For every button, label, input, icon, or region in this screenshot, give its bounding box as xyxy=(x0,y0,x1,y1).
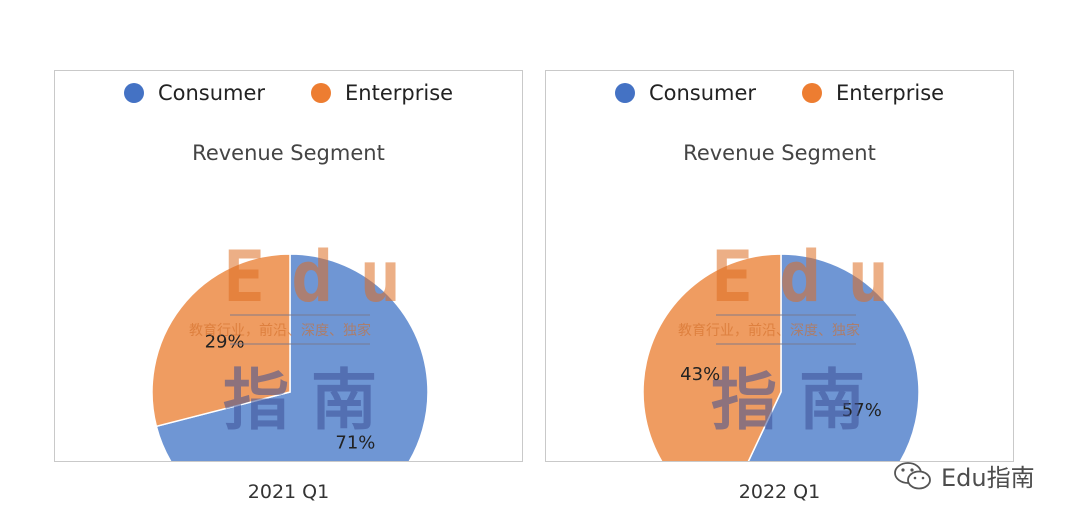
legend-label-enterprise: Enterprise xyxy=(836,81,945,105)
legend-item-enterprise: Enterprise xyxy=(311,81,453,105)
legend-label-consumer: Consumer xyxy=(648,81,757,105)
legend-item-consumer: Consumer xyxy=(123,81,266,105)
wechat-icon xyxy=(894,461,931,489)
legend-item-enterprise: Enterprise xyxy=(802,81,944,105)
chart-caption: 2022 Q1 xyxy=(738,481,821,503)
legend: Consumer Enterprise xyxy=(55,79,522,107)
data-label-enterprise: 43% xyxy=(680,364,720,385)
chart-title: Revenue Segment xyxy=(683,141,876,165)
legend-swatch-consumer xyxy=(614,83,635,103)
legend-item-consumer: Consumer xyxy=(614,81,757,105)
pie-slice-consumer xyxy=(747,253,920,461)
pie-chart-2021: 71% 29% xyxy=(151,253,429,461)
pie-slice-enterprise xyxy=(642,253,782,461)
chart-caption: 2021 Q1 xyxy=(247,481,330,503)
legend-swatch-consumer xyxy=(123,83,144,103)
data-label-enterprise: 29% xyxy=(205,331,245,352)
legend-swatch-enterprise xyxy=(311,83,332,103)
pie-slice-enterprise xyxy=(151,253,291,428)
data-label-consumer: 71% xyxy=(335,433,375,454)
chart-title: Revenue Segment xyxy=(192,141,385,165)
data-label-consumer: 57% xyxy=(842,400,882,421)
chart-panel-2021: Consumer Enterprise Revenue Segment 71% 2… xyxy=(54,70,523,462)
legend-swatch-enterprise xyxy=(802,83,823,103)
pie-chart-2022: 57% 43% xyxy=(642,253,920,461)
brand-text: Edu指南 xyxy=(941,464,1035,492)
chart-panel-2022: Consumer Enterprise Revenue Segment 57% 4… xyxy=(545,70,1014,462)
legend: Consumer Enterprise xyxy=(546,79,1013,107)
legend-label-consumer: Consumer xyxy=(157,81,266,105)
brand-mark: Edu指南 xyxy=(893,458,1035,493)
legend-label-enterprise: Enterprise xyxy=(345,81,454,105)
